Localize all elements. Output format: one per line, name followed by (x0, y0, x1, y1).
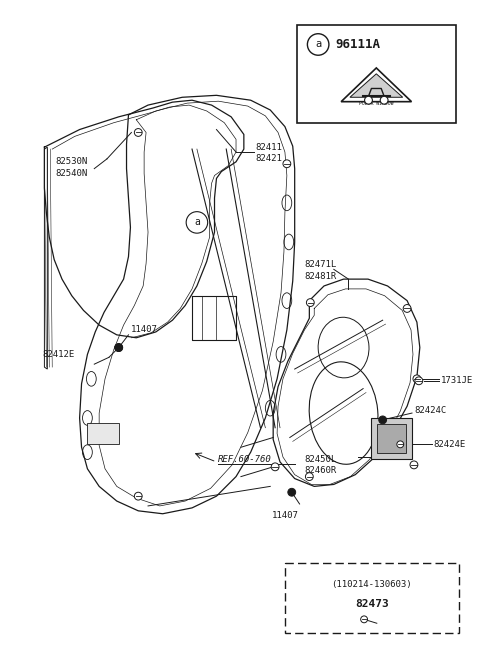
Polygon shape (350, 74, 403, 97)
Circle shape (288, 488, 296, 496)
Bar (371, 418, 412, 459)
Bar (377, 424, 406, 453)
Circle shape (134, 129, 142, 136)
Circle shape (410, 461, 418, 469)
Circle shape (271, 463, 279, 471)
Circle shape (134, 492, 142, 500)
Text: 82411: 82411 (255, 142, 282, 152)
Text: 1731JE: 1731JE (441, 377, 474, 385)
Text: 82424E: 82424E (433, 440, 466, 449)
Circle shape (115, 344, 122, 352)
Text: REF.60-760: REF.60-760 (218, 455, 272, 464)
Circle shape (415, 377, 423, 384)
Text: 82424C: 82424C (414, 405, 446, 415)
Circle shape (379, 416, 386, 424)
Bar (297, 25, 456, 123)
Bar (285, 563, 459, 633)
Circle shape (413, 375, 421, 382)
Text: 82421: 82421 (255, 154, 282, 163)
Text: 11407: 11407 (131, 325, 157, 335)
Circle shape (397, 441, 404, 448)
Text: 82473: 82473 (355, 599, 389, 609)
Text: a: a (315, 39, 321, 49)
Text: 82540N: 82540N (55, 169, 87, 178)
Circle shape (365, 96, 372, 104)
Text: 82460R: 82460R (304, 466, 336, 475)
Circle shape (360, 616, 368, 623)
Circle shape (305, 473, 313, 480)
Text: 82530N: 82530N (55, 157, 87, 167)
Circle shape (306, 298, 314, 306)
Text: POWER WINDOW: POWER WINDOW (359, 100, 394, 106)
Text: 82481R: 82481R (304, 272, 336, 281)
Bar (87, 423, 119, 444)
Circle shape (283, 160, 291, 168)
Text: a: a (194, 217, 200, 228)
Circle shape (403, 304, 411, 312)
Text: 96111A: 96111A (336, 38, 381, 51)
Text: 82471L: 82471L (304, 260, 336, 269)
Text: (110214-130603): (110214-130603) (332, 580, 412, 588)
Circle shape (380, 96, 388, 104)
Text: 11407: 11407 (272, 511, 299, 520)
Text: 82412E: 82412E (42, 350, 75, 359)
Circle shape (115, 344, 122, 352)
Text: 82450L: 82450L (304, 455, 336, 464)
